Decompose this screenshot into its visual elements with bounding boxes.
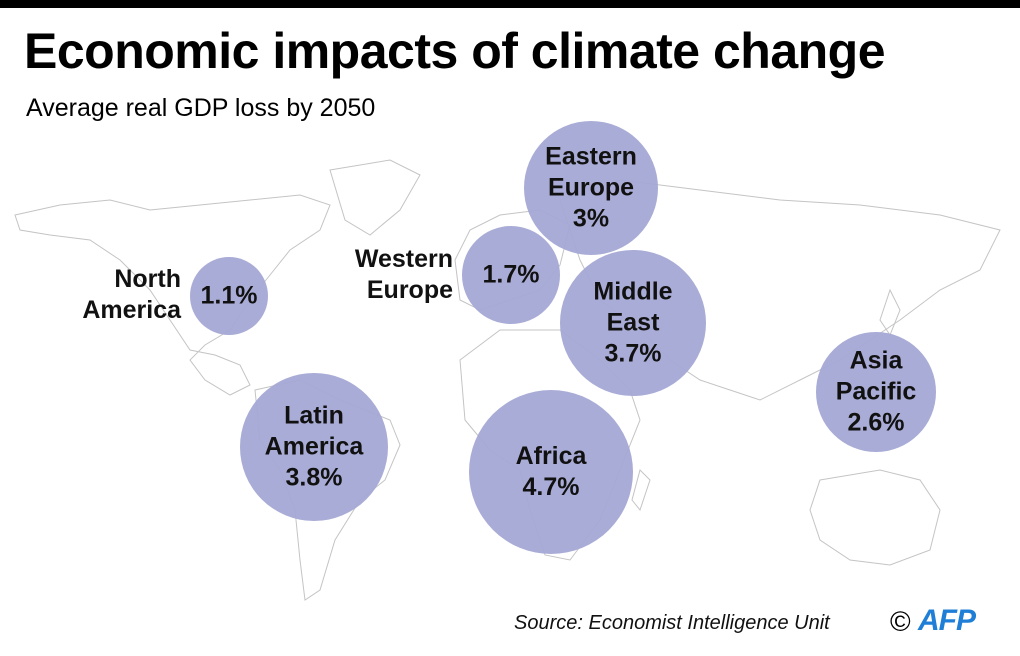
region-label-asia-pacific-line: 2.6% [847,408,905,437]
region-name-north-america-line: America [82,296,181,324]
afp-logo: AFP [918,604,976,637]
bubble-western-europe [462,226,560,324]
madagascar-outline [631,469,651,512]
region-label-latin-america-line: Latin [284,401,344,430]
region-name-western-europe-line: Western [354,245,453,273]
region-label-middle-east: Middle East 3.7% [593,277,672,370]
top-bar [0,0,1020,8]
region-label-asia-pacific-line: Asia [849,346,903,375]
bubble-africa [469,390,633,554]
region-label-middle-east-line: East [606,308,660,337]
bubble-middle-east [560,250,706,396]
copyright-icon: © [890,606,911,637]
page-subtitle: Average real GDP loss by 2050 [26,94,376,122]
page-title: Economic impacts of climate change [24,23,886,79]
region-name-north-america: North America [82,264,181,326]
bubble-eastern-europe [524,121,658,255]
region-label-middle-east-line: Middle [593,277,673,306]
region-label-eastern-europe-line: 3% [572,204,610,233]
region-label-middle-east-line: 3.7% [604,339,662,368]
value-label-western-europe-line: 1.7% [482,260,540,289]
australia-outline [809,469,941,566]
japan-outline [879,288,901,337]
value-label-western-europe: 1.7% [483,260,540,291]
region-label-africa: Africa 4.7% [516,441,587,503]
greenland-outline [329,159,421,236]
region-label-eastern-europe-line: Europe [547,173,635,202]
region-label-asia-pacific: Asia Pacific 2.6% [836,346,917,439]
bubble-asia-pacific [816,332,936,452]
value-label-north-america-line: 1.1% [200,281,258,310]
region-label-eastern-europe-line: Eastern [545,142,637,171]
region-label-eastern-europe: Eastern Europe 3% [545,142,637,235]
region-label-latin-america-line: America [264,432,364,461]
bubble-north-america [190,257,268,335]
region-label-africa-line: 4.7% [522,473,580,501]
bubbles [190,121,936,554]
region-label-latin-america-line: 3.8% [285,463,343,492]
europe-outline [454,209,571,311]
region-label-africa-line: Africa [515,442,587,470]
region-name-western-europe-line: Europe [366,276,453,304]
bubble-latin-america [240,373,388,521]
region-name-north-america-line: North [114,265,181,293]
value-label-north-america: 1.1% [201,281,258,312]
north-america-outline [14,194,331,396]
region-label-latin-america: Latin America 3.8% [265,401,364,494]
region-label-asia-pacific-line: Pacific [835,377,917,406]
source-note: Source: Economist Intelligence Unit [514,612,830,634]
region-name-western-europe: Western Europe [355,244,453,306]
